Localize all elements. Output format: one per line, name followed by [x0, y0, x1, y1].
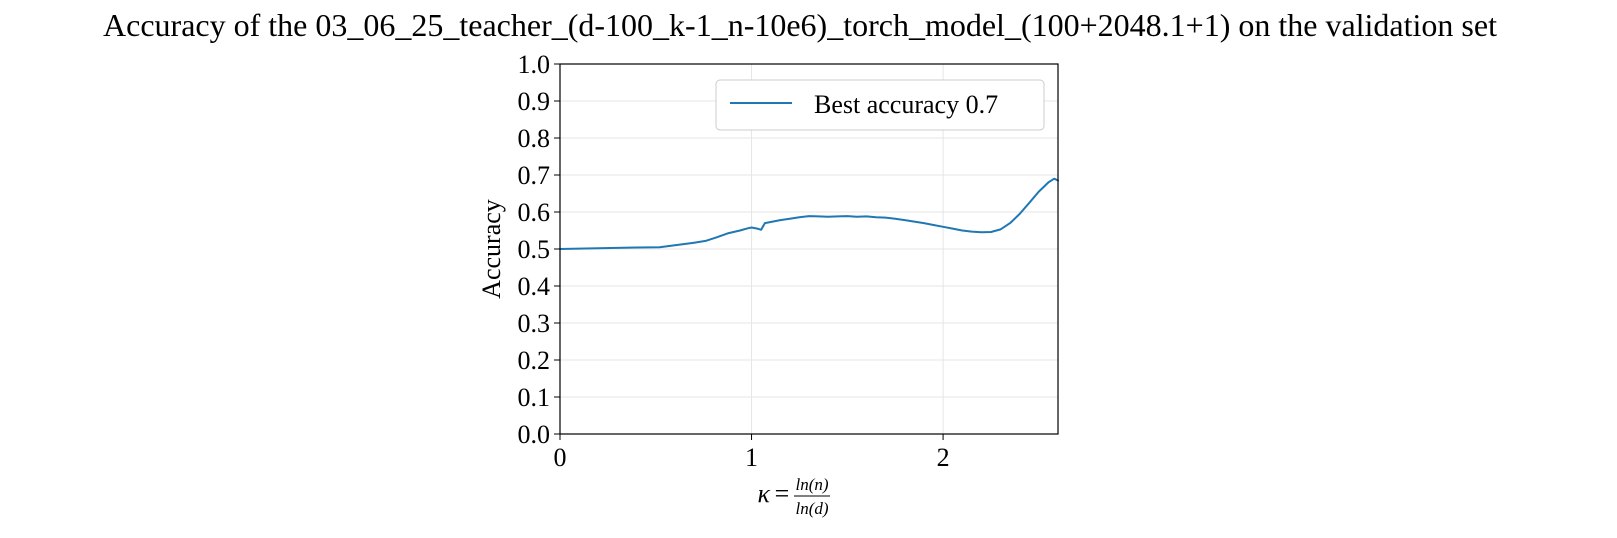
x-label-symbol: κ	[758, 479, 771, 508]
series-layer	[559, 177, 1059, 250]
y-tick-label: 0.9	[518, 87, 551, 116]
y-tick-label: 0.6	[518, 198, 551, 227]
y-axis-label: Accuracy	[477, 199, 506, 299]
legend: Best accuracy 0.7	[715, 79, 1045, 131]
x-label-denominator: ln(d)	[795, 499, 828, 518]
x-tick-label: 0	[554, 443, 567, 472]
ticks: 0.0 0.1 0.2 0.3 0.4 0.5 0.6 0.7 0.8 0.9 1.0 0 1 2	[518, 50, 950, 472]
x-tick-label: 1	[745, 443, 758, 472]
legend-label: Best accuracy 0.7	[814, 90, 998, 119]
y-tick-label: 0.5	[518, 235, 551, 264]
y-tick-label: 0.7	[518, 161, 551, 190]
y-tick-label: 0.2	[518, 346, 551, 375]
y-tick-label: 0.0	[518, 420, 551, 449]
y-tick-label: 0.8	[518, 124, 551, 153]
y-tick-label: 1.0	[518, 50, 551, 79]
x-label-equals: =	[775, 479, 790, 508]
legend-box	[715, 79, 1045, 131]
chart-title: Accuracy of the 03_06_25_teacher_(d-100_…	[103, 7, 1497, 43]
x-label-numerator: ln(n)	[795, 475, 828, 494]
x-tick-label: 2	[937, 443, 950, 472]
y-tick-label: 0.1	[518, 383, 551, 412]
series-line-0	[559, 177, 1059, 250]
y-tick-label: 0.4	[518, 272, 551, 301]
x-axis-label: κ = ln(n) ln(d)	[758, 475, 830, 518]
y-tick-label: 0.3	[518, 309, 551, 338]
